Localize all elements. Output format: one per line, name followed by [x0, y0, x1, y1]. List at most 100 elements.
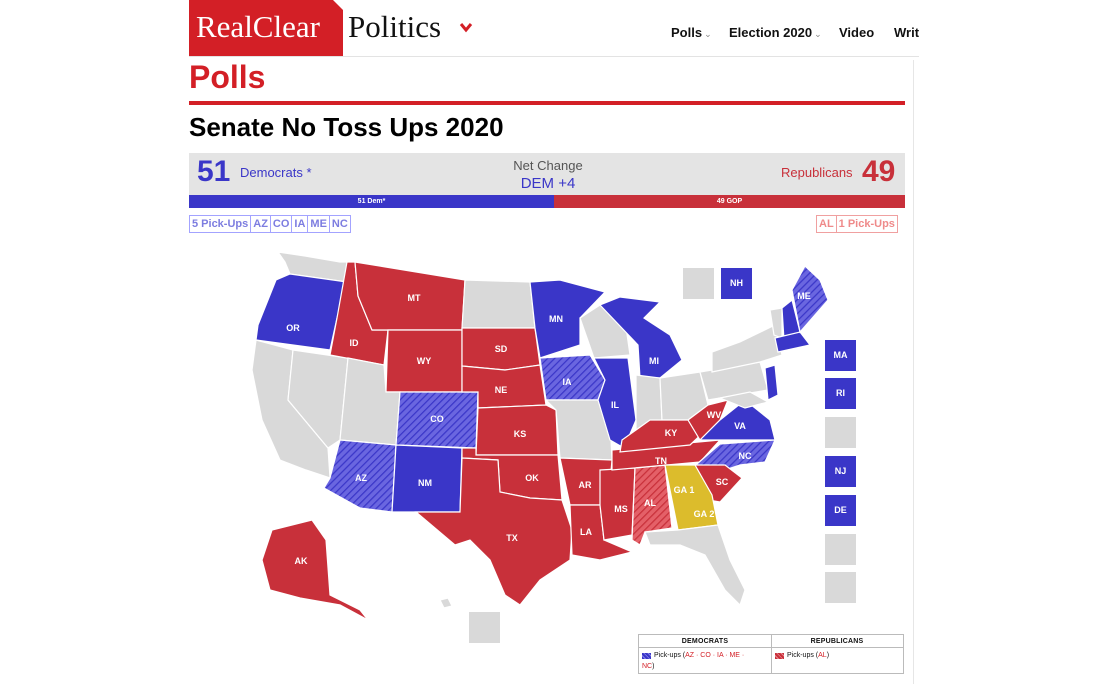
rep-pickup-chips: AL 1 Pick-Ups	[816, 215, 898, 233]
state-ny[interactable]	[711, 324, 783, 373]
pickup-chip[interactable]: IA	[291, 215, 309, 233]
small-state-box-ri[interactable]: RI	[825, 378, 856, 409]
small-state-box-nh[interactable]: NH	[721, 268, 752, 299]
net-change-value: DEM +4	[520, 175, 576, 192]
main-nav: Polls⌄ Election 2020⌄ Video Writers	[640, 0, 919, 56]
state-va[interactable]	[698, 399, 776, 441]
rep-seat-bar: 49 GOP	[554, 195, 905, 208]
state-label: MS	[614, 504, 628, 514]
state-label: TX	[506, 533, 518, 543]
small-state-box-de[interactable]: DE	[825, 495, 856, 526]
state-label: MI	[649, 356, 659, 366]
small-state-box-hi[interactable]	[469, 612, 500, 643]
senate-map: OR ID MT WY SD MN MI IA NE CO KS IL WV K…	[251, 251, 829, 621]
state-hi[interactable]	[439, 597, 453, 609]
logo-corner	[333, 0, 343, 10]
legend-rep-text: Pick-ups (AL)	[787, 651, 829, 661]
state-label: KS	[514, 429, 527, 439]
state-ks[interactable]	[475, 404, 559, 456]
small-state-box-vt[interactable]	[683, 268, 714, 299]
small-state-box-nj[interactable]: NJ	[825, 456, 856, 487]
dem-seat-bar: 51 Dem*	[189, 195, 554, 208]
state-label: WV	[707, 410, 722, 420]
dem-hatch-swatch	[642, 653, 651, 659]
pickup-chip[interactable]: CO	[269, 215, 293, 233]
nav-election-2020[interactable]: Election 2020 ⌄	[729, 25, 822, 40]
chevron-down-icon: ⌄	[704, 29, 712, 39]
nav-polls-label: Polls	[671, 25, 703, 40]
rep-seat-count: 49	[862, 155, 896, 188]
legend-dem-text-2: NC)	[642, 662, 654, 672]
dem-pickups-count[interactable]: 5 Pick-Ups	[189, 215, 252, 233]
legend-rep-col: REPUBLICANS Pick-ups (AL)	[771, 635, 903, 673]
chevron-down-icon[interactable]	[459, 20, 473, 34]
state-label: AK	[295, 556, 308, 566]
legend-dem-states-2: NC	[642, 663, 653, 670]
section-rule	[189, 101, 905, 105]
state-label: AZ	[355, 473, 367, 483]
map-legend: DEMOCRATS Pick-ups (AZ · CO · IA · ME · …	[638, 634, 904, 674]
header-divider	[189, 56, 919, 57]
section-title[interactable]: Polls	[189, 59, 266, 95]
state-label: MT	[408, 293, 421, 303]
state-mi[interactable]	[598, 296, 683, 379]
small-state-box-ma[interactable]: MA	[825, 340, 856, 371]
legend-dem-header: DEMOCRATS	[681, 638, 729, 645]
legend-dem-close: )	[652, 663, 655, 670]
state-label: TN	[655, 456, 667, 466]
state-label: SD	[495, 344, 508, 354]
state-tx[interactable]	[414, 457, 573, 606]
pickup-chip[interactable]: ME	[307, 215, 330, 233]
state-fl[interactable]	[644, 524, 746, 607]
pickup-chip[interactable]: NC	[328, 215, 351, 233]
state-label: ID	[350, 338, 360, 348]
small-state-box-ct[interactable]	[825, 417, 856, 448]
legend-divider	[771, 647, 903, 648]
rep-pickups-count[interactable]: 1 Pick-Ups	[835, 215, 898, 233]
pickup-chip[interactable]: AZ	[250, 215, 271, 233]
state-me[interactable]	[791, 265, 829, 334]
legend-rep-close: )	[826, 652, 830, 659]
state-ma[interactable]	[774, 331, 812, 353]
state-label: VA	[734, 421, 746, 431]
pickup-chip[interactable]: AL	[816, 215, 837, 233]
state-label: WY	[417, 356, 432, 366]
net-change-label: Net Change	[513, 158, 583, 173]
legend-dem-col: DEMOCRATS Pick-ups (AZ · CO · IA · ME · …	[639, 635, 772, 673]
state-il[interactable]	[593, 357, 637, 449]
legend-rep-prefix: Pick-ups (	[787, 652, 819, 659]
legend-dem-states: AZ · CO · IA · ME ·	[685, 652, 745, 659]
logo-politics-text[interactable]: Politics	[348, 9, 442, 44]
nav-polls[interactable]: Polls ⌄	[671, 25, 712, 40]
nav-election-label: Election 2020	[729, 25, 813, 40]
seat-summary	[189, 153, 905, 195]
small-state-box-md[interactable]	[825, 534, 856, 565]
state-nd[interactable]	[461, 279, 536, 329]
state-label: LA	[580, 527, 592, 537]
state-label: NE	[495, 385, 508, 395]
state-md[interactable]	[717, 391, 770, 409]
nav-writers[interactable]: Writers	[894, 25, 919, 40]
nav-video[interactable]: Video	[839, 25, 875, 40]
legend-dem-text: Pick-ups (AZ · CO · IA · ME ·	[654, 651, 766, 661]
content-frame-edge	[913, 60, 914, 684]
legend-rep-header: REPUBLICANS	[810, 638, 864, 645]
state-label: CO	[430, 414, 444, 424]
state-ak[interactable]	[261, 519, 369, 621]
state-wv[interactable]	[687, 399, 729, 441]
state-mn[interactable]	[529, 279, 607, 359]
state-label: ME	[797, 291, 811, 301]
dem-pickup-chips: 5 Pick-Ups AZ CO IA ME NC	[189, 215, 351, 233]
small-state-box-dc[interactable]	[825, 572, 856, 603]
state-label: SC	[716, 477, 729, 487]
state-label: AR	[579, 480, 592, 490]
dem-seat-count: 51	[197, 155, 231, 188]
state-label: OK	[525, 473, 539, 483]
logo-realclear[interactable]: RealClear	[189, 0, 343, 56]
state-nj[interactable]	[764, 364, 779, 401]
state-label: NC	[739, 451, 752, 461]
state-label: GA 1	[674, 485, 695, 495]
chevron-down-icon: ⌄	[814, 29, 822, 39]
state-label: IL	[611, 400, 620, 410]
state-label: IA	[563, 377, 573, 387]
